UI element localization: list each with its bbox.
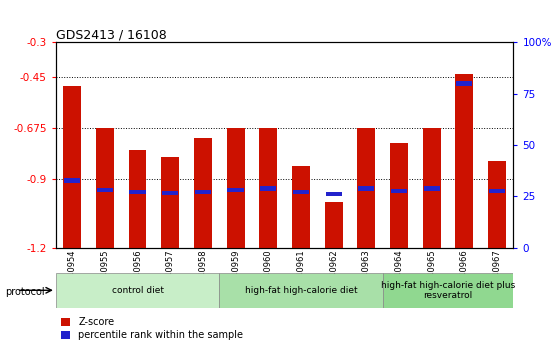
Bar: [259, 128, 277, 248]
Bar: [325, 202, 343, 248]
Bar: [455, 74, 473, 248]
Bar: [383, 273, 513, 308]
Bar: [358, 187, 374, 190]
Bar: [161, 156, 179, 248]
Text: high-fat high-calorie diet plus
resveratrol: high-fat high-calorie diet plus resverat…: [381, 281, 515, 300]
Bar: [357, 128, 376, 248]
Bar: [422, 128, 441, 248]
Bar: [162, 191, 178, 195]
Text: GDS2413 / 16108: GDS2413 / 16108: [56, 28, 166, 41]
Bar: [128, 150, 147, 248]
Bar: [489, 189, 505, 193]
Bar: [195, 190, 211, 194]
Text: control diet: control diet: [112, 286, 163, 295]
Bar: [391, 189, 407, 193]
Text: high-fat high-calorie diet: high-fat high-calorie diet: [244, 286, 357, 295]
Bar: [63, 86, 81, 248]
Bar: [325, 192, 341, 196]
Bar: [96, 128, 114, 248]
Bar: [64, 178, 80, 183]
Bar: [488, 161, 506, 248]
Bar: [219, 273, 383, 308]
Bar: [56, 273, 219, 308]
Bar: [129, 190, 146, 194]
Bar: [194, 138, 212, 248]
Text: protocol: protocol: [6, 287, 45, 297]
Bar: [228, 188, 244, 192]
Legend: Z-score, percentile rank within the sample: Z-score, percentile rank within the samp…: [61, 318, 243, 340]
Bar: [424, 187, 440, 190]
Bar: [292, 166, 310, 248]
Bar: [260, 187, 276, 190]
Bar: [390, 143, 408, 248]
Bar: [227, 128, 244, 248]
Bar: [97, 188, 113, 192]
Bar: [456, 81, 473, 86]
Bar: [293, 190, 309, 194]
